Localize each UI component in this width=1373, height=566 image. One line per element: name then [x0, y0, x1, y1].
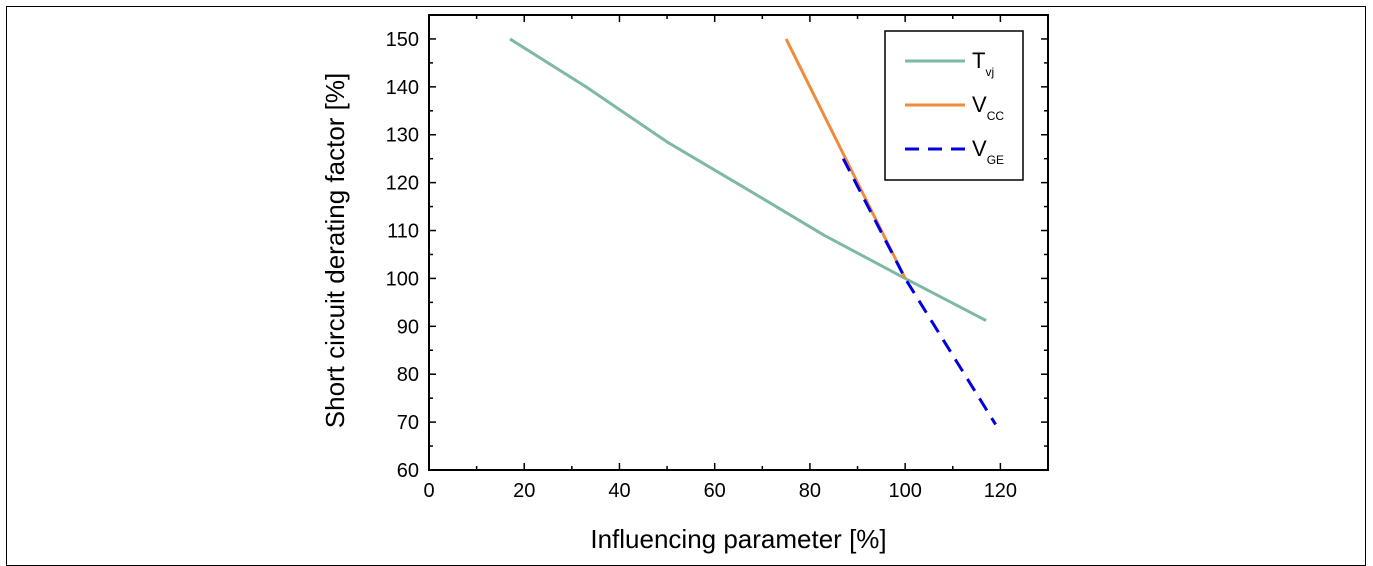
chart-frame [6, 6, 1366, 566]
y-tick-label: 80 [397, 364, 419, 386]
x-tick-label: 0 [423, 480, 434, 502]
series-line-vcc [784, 38, 907, 280]
x-tick-label: 100 [888, 480, 921, 502]
y-tick-label: 100 [386, 268, 419, 290]
y-tick-label: 130 [386, 125, 419, 147]
x-axis-label: Influencing parameter [%] [590, 524, 886, 554]
y-tick-label: 90 [397, 316, 419, 338]
x-tick-label: 40 [608, 480, 630, 502]
y-tick-label: 60 [397, 460, 419, 482]
x-tick-label: 60 [704, 480, 726, 502]
y-tick-label: 70 [397, 412, 419, 434]
y-tick-label: 110 [387, 221, 419, 243]
x-tick-label: 120 [984, 480, 1017, 502]
x-tick-label: 20 [513, 480, 535, 502]
series-layer [509, 37, 997, 426]
y-tick-label: 150 [386, 29, 419, 51]
plot-border [428, 14, 1049, 471]
y-axis-label: Short circuit derating factor [%] [320, 73, 350, 428]
y-tick-label: 140 [386, 77, 419, 99]
y-tick-label: 120 [386, 173, 419, 195]
axes: 0 20 40 60 80 100 120 60 70 80 90 100 110 120 130 140 15… [386, 14, 1049, 502]
x-tick-label: 80 [799, 480, 821, 502]
